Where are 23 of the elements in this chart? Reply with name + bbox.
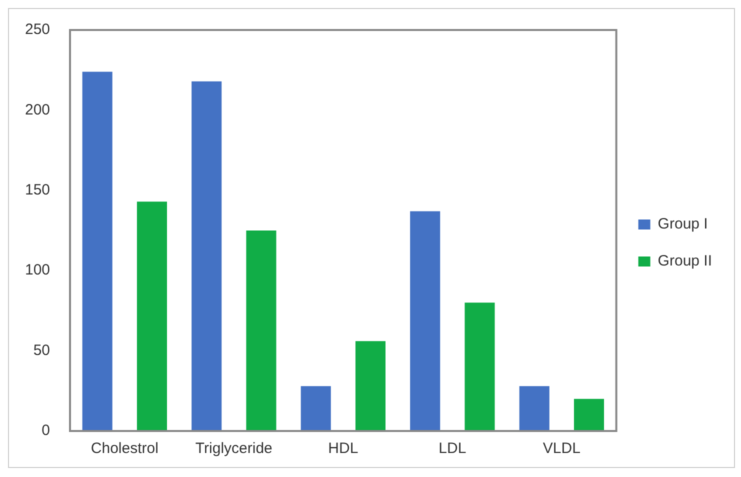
legend-label: Group II bbox=[658, 252, 712, 270]
x-tick-label: HDL bbox=[328, 440, 358, 458]
x-tick-label: LDL bbox=[438, 440, 466, 458]
bar bbox=[355, 341, 386, 431]
y-tick-label: 200 bbox=[24, 101, 50, 118]
bar bbox=[410, 211, 440, 431]
bar bbox=[246, 230, 276, 431]
bar bbox=[519, 386, 550, 431]
y-tick-label: 0 bbox=[42, 422, 50, 440]
y-tick-label: 250 bbox=[24, 21, 50, 38]
y-tick-label: 150 bbox=[24, 182, 50, 199]
y-tick-label: 100 bbox=[24, 262, 50, 279]
legend-label: Group I bbox=[658, 216, 708, 233]
x-tick-label: Triglyceride bbox=[195, 440, 272, 458]
x-tick-label: Cholestrol bbox=[90, 440, 158, 458]
bar bbox=[82, 72, 112, 431]
bar bbox=[574, 398, 604, 431]
x-tick-label: VLDL bbox=[542, 440, 580, 458]
y-tick-label: 50 bbox=[33, 342, 50, 359]
bar bbox=[464, 302, 495, 431]
bar bbox=[136, 202, 167, 431]
bar bbox=[192, 81, 222, 431]
bar bbox=[300, 386, 331, 431]
